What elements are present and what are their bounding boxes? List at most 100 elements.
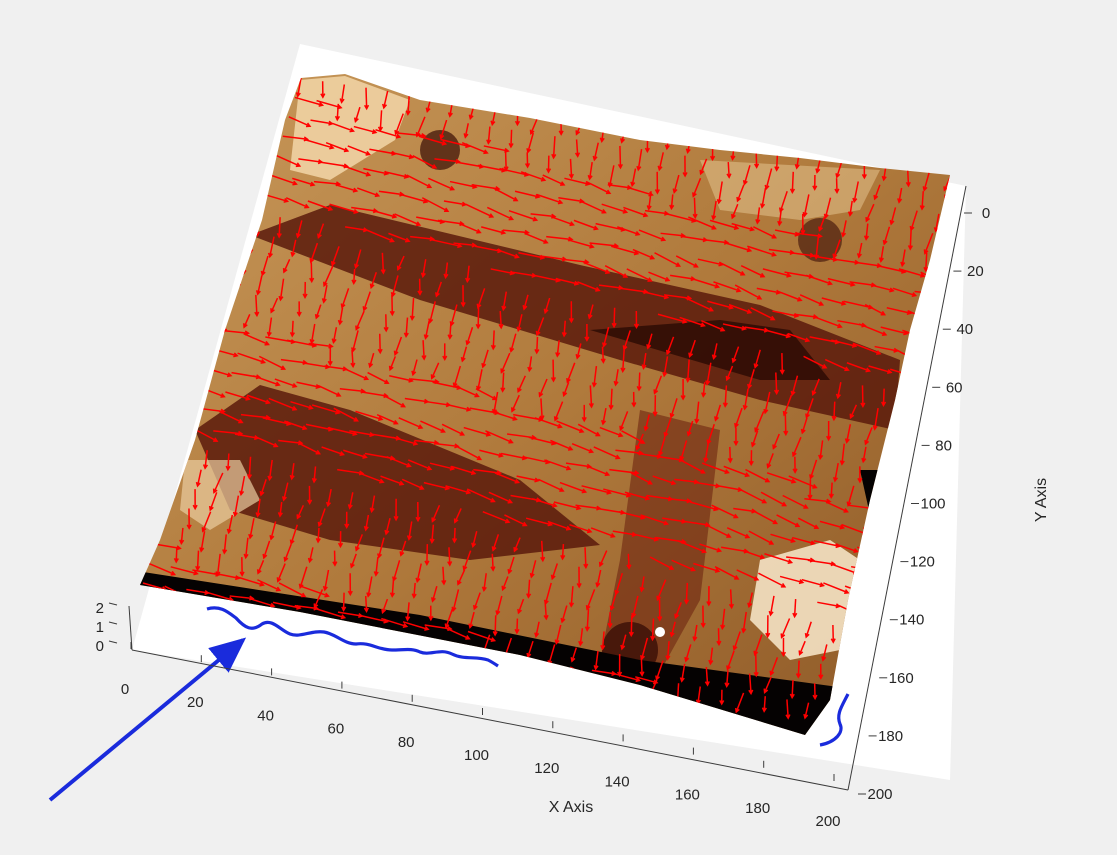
quiver-arrowhead: [465, 489, 472, 495]
quiver-arrow: [304, 138, 334, 149]
quiver-arrow: [830, 482, 833, 498]
x-tick-label: 200: [815, 813, 840, 830]
quiver-arrow: [463, 426, 491, 436]
quiver-arrow: [670, 621, 676, 637]
quiver-arrow: [272, 601, 301, 609]
quiver-arrowhead: [753, 671, 759, 678]
quiver-arrow: [697, 258, 723, 266]
quiver-arrowhead: [636, 385, 642, 392]
quiver-arrowhead: [419, 485, 425, 490]
quiver-arrowhead: [685, 377, 691, 383]
quiver-arrow: [386, 456, 411, 467]
quiver-arrowhead: [334, 115, 341, 122]
quiver-arrowhead: [393, 350, 399, 357]
quiver-arrow: [517, 598, 525, 614]
quiver-arrowhead: [562, 391, 568, 398]
quiver-arrow: [640, 657, 643, 676]
quiver-arrowhead: [839, 460, 845, 466]
quiver-arrowhead: [417, 290, 423, 296]
quiver-arrowhead: [783, 430, 789, 437]
quiver-arrow: [655, 660, 664, 680]
quiver-arrowhead: [615, 454, 621, 460]
quiver-arrowhead: [408, 377, 414, 383]
y-tick-label: 0: [982, 205, 990, 222]
quiver-arrowhead: [524, 163, 531, 169]
quiver-arrow: [695, 401, 700, 423]
quiver-arrowhead: [368, 362, 374, 369]
quiver-arrow: [675, 255, 698, 268]
quiver-arrowhead: [513, 196, 519, 202]
quiver-arrow: [577, 423, 600, 437]
quiver-arrowhead: [554, 639, 560, 645]
quiver-arrow: [712, 343, 718, 359]
quiver-arrow: [754, 511, 778, 525]
quiver-arrowhead: [226, 372, 233, 378]
quiver-arrowhead: [588, 402, 594, 409]
quiver-arrowhead: [275, 586, 282, 592]
quiver-arrowhead: [441, 579, 447, 586]
quiver-arrowhead: [239, 571, 245, 577]
quiver-arrow: [297, 77, 302, 97]
quiver-arrow: [313, 589, 324, 608]
quiver-arrowhead: [605, 189, 612, 195]
quiver-arrowhead: [465, 340, 471, 346]
quiver-arrowhead: [730, 155, 736, 161]
quiver-arrow: [604, 265, 628, 278]
quiver-arrowhead: [195, 481, 201, 488]
quiver-arrow: [317, 527, 320, 542]
quiver-arrowhead: [919, 205, 925, 211]
y-axis-title: Y Axis: [1033, 478, 1050, 522]
quiver-arrowhead: [273, 442, 279, 448]
quiver-arrow: [596, 569, 602, 587]
quiver-arrow: [668, 498, 691, 502]
quiver-arrow: [725, 670, 729, 687]
quiver-arrow: [722, 323, 746, 330]
quiver-arrowhead: [384, 379, 390, 385]
quiver-arrowhead: [631, 402, 637, 408]
quiver-arrow: [780, 618, 791, 638]
quiver-arrowhead: [483, 149, 489, 155]
quiver-arrowhead: [606, 489, 612, 495]
quiver-arrow: [477, 369, 483, 390]
quiver-arrowhead: [782, 410, 788, 417]
quiver-arrow: [421, 197, 449, 212]
quiver-arrow: [472, 530, 478, 547]
quiver-arrow: [520, 171, 546, 181]
quiver-arrowhead: [246, 474, 253, 480]
quiver-arrowhead: [618, 432, 624, 438]
quiver-arrowhead: [792, 468, 798, 474]
quiver-arrow: [204, 450, 208, 469]
quiver-arrowhead: [841, 232, 847, 238]
quiver-arrowhead: [763, 688, 769, 695]
quiver-arrowhead: [656, 595, 662, 602]
quiver-arrow: [294, 96, 323, 106]
quiver-arrowhead: [353, 417, 359, 422]
quiver-arrow: [351, 349, 354, 367]
quiver-arrowhead: [657, 165, 663, 172]
quiver-arrow: [358, 472, 384, 483]
quiver-arrowhead: [736, 287, 742, 293]
quiver-arrow: [327, 488, 332, 506]
quiver-arrow: [683, 520, 710, 526]
quiver-arrow: [499, 167, 529, 176]
quiver-arrowhead: [881, 401, 887, 408]
quiver-arrowhead: [547, 521, 554, 527]
quiver-arrowhead: [704, 522, 711, 528]
quiver-arrow: [849, 404, 858, 419]
quiver-arrowhead: [453, 518, 459, 524]
quiver-arrowhead: [510, 407, 516, 413]
quiver-arrowhead: [255, 290, 261, 296]
quiver-arrow: [240, 476, 246, 495]
quiver-arrow: [734, 407, 743, 428]
quiver-arrow: [323, 265, 334, 287]
quiver-arrow: [270, 174, 297, 185]
quiver-arrowhead: [731, 357, 737, 364]
quiver-arrow: [743, 388, 749, 410]
quiver-arrow: [299, 566, 308, 588]
quiver-arrow: [571, 647, 578, 662]
quiver-arrow: [331, 246, 340, 266]
quiver-arrow: [365, 87, 368, 109]
quiver-arrow: [492, 330, 495, 349]
quiver-arrowhead: [753, 650, 759, 657]
quiver-arrowhead: [587, 174, 593, 181]
